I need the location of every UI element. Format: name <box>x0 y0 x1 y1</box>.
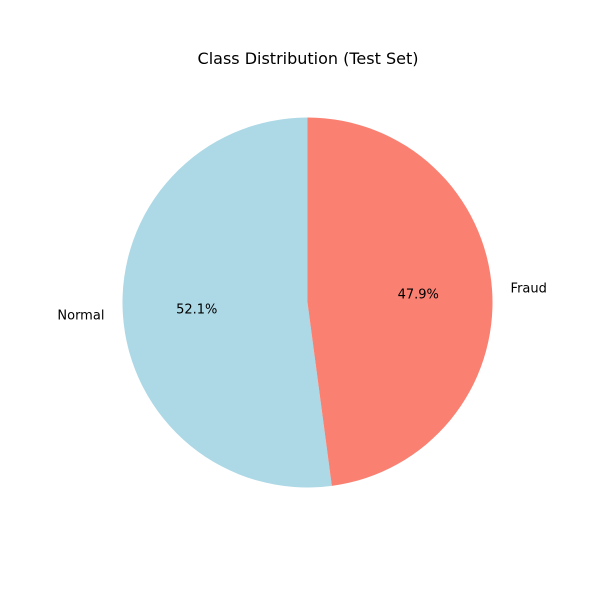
chart-title: Class Distribution (Test Set) <box>198 49 419 68</box>
pie-slice-normal <box>122 117 332 488</box>
pct-label-fraud: 47.9% <box>398 288 439 303</box>
slice-label-fraud: Fraud <box>511 282 547 297</box>
slice-label-normal: Normal <box>57 308 104 323</box>
slice-labels: Normal Fraud <box>57 282 547 324</box>
pie-slice-fraud <box>307 117 493 486</box>
pct-label-normal: 52.1% <box>176 302 217 317</box>
percentage-labels: 52.1% 47.9% <box>176 288 439 318</box>
pie-slices <box>122 117 493 488</box>
